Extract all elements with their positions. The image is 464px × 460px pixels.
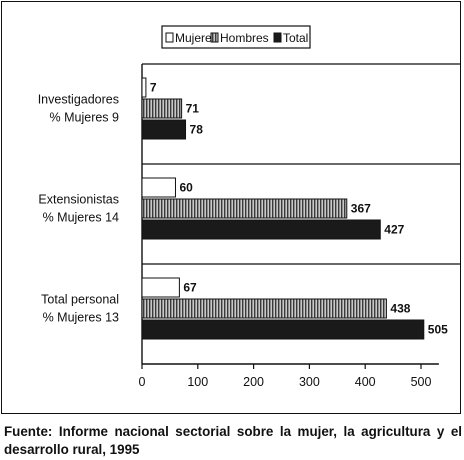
plot-area: 0 100 200 300 400 500 Investigadores % Mujeres … bbox=[38, 63, 460, 389]
bar-mujeres bbox=[141, 77, 147, 98]
data-label: 367 bbox=[351, 202, 371, 216]
category-label: Investigadores bbox=[38, 93, 119, 107]
category-label: Total personal bbox=[41, 293, 119, 307]
chart-canvas: 0 100 200 300 400 500 Investigadores % Mujeres … bbox=[38, 25, 460, 389]
legend-entry: Hombres bbox=[220, 31, 269, 45]
x-tick-label: 100 bbox=[187, 375, 208, 389]
x-tick-label: 300 bbox=[299, 375, 320, 389]
legend: Mujeres Hombres Total bbox=[161, 25, 311, 49]
bar-mujeres bbox=[141, 177, 176, 198]
legend-entry: Mujeres bbox=[175, 31, 218, 45]
legend-entry: Total bbox=[283, 31, 308, 45]
bar-hombres bbox=[141, 198, 348, 219]
category-label: Extensionistas bbox=[38, 193, 119, 207]
x-tick-label: 500 bbox=[411, 375, 432, 389]
data-label: 71 bbox=[186, 102, 200, 116]
source-note: Fuente: Informe nacional sectorial sobre… bbox=[4, 424, 462, 457]
bar-mujeres bbox=[141, 277, 180, 298]
bar-total bbox=[141, 119, 187, 140]
x-tick-label: 400 bbox=[355, 375, 376, 389]
legend-swatch bbox=[273, 32, 282, 43]
category-sublabel: % Mujeres 9 bbox=[50, 111, 120, 125]
bar-total bbox=[141, 319, 425, 340]
data-label: 67 bbox=[183, 281, 197, 295]
chart-frame: 0 100 200 300 400 500 Investigadores % Mujeres … bbox=[1, 1, 461, 414]
data-label: 505 bbox=[428, 323, 448, 337]
bar-hombres bbox=[141, 298, 387, 319]
category-sublabel: % Mujeres 14 bbox=[43, 211, 119, 225]
bar-total bbox=[141, 219, 381, 240]
data-label: 7 bbox=[150, 81, 157, 95]
x-tick-label: 200 bbox=[243, 375, 264, 389]
data-label: 438 bbox=[390, 302, 410, 316]
legend-box bbox=[161, 25, 311, 49]
legend-swatch bbox=[165, 32, 174, 43]
bar-hombres bbox=[141, 98, 183, 119]
x-tick-label: 0 bbox=[139, 375, 146, 389]
data-label: 78 bbox=[190, 123, 204, 137]
legend-swatch bbox=[210, 32, 219, 43]
data-label: 427 bbox=[384, 223, 404, 237]
category-sublabel: % Mujeres 13 bbox=[43, 311, 119, 325]
data-label: 60 bbox=[179, 181, 193, 195]
